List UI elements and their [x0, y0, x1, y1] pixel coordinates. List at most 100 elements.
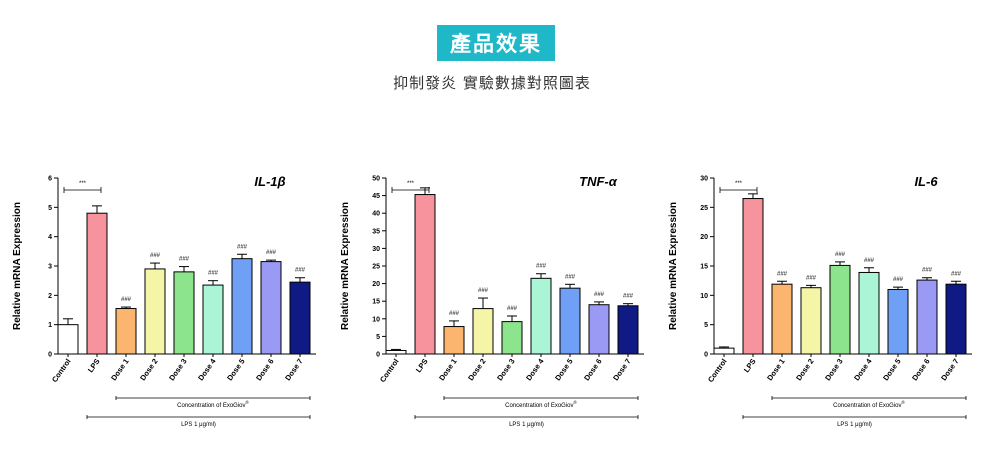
y-tick-label: 4: [48, 234, 52, 241]
y-tick-label: 40: [372, 211, 380, 218]
category-label: Control: [706, 357, 729, 384]
bar: [57, 324, 79, 355]
page-subtitle: 抑制發炎 實驗數據對照圖表: [393, 74, 591, 92]
y-tick-label: 5: [48, 205, 52, 212]
y-tick-label: 20: [700, 234, 708, 241]
significance-label: ###: [266, 250, 277, 256]
significance-label: ###: [922, 268, 933, 274]
y-tick-label: 25: [372, 264, 380, 271]
significance-label: ###: [835, 252, 846, 258]
bar: [443, 326, 465, 355]
y-tick-label: 15: [700, 264, 708, 271]
page-title: 產品效果: [437, 25, 555, 61]
chart-il1b: Relative mRNA Expression 0 1 2 3 4 5 6 IL-1β Cont…: [12, 174, 316, 428]
lps-group-label: LPS 1 μg/ml): [181, 422, 216, 428]
registered-mark: ®: [246, 399, 250, 405]
bar: [617, 305, 639, 355]
significance-label: ###: [121, 297, 132, 303]
bar: [588, 304, 610, 355]
y-tick-label: 0: [376, 352, 380, 359]
category-label: Dose 5: [553, 357, 574, 382]
bar: [887, 288, 909, 355]
category-label: Dose 7: [939, 357, 960, 382]
y-axis-label: Relative mRNA Expression: [340, 202, 351, 330]
y-tick-label: 50: [372, 176, 380, 183]
y-tick-label: 1: [48, 322, 52, 329]
category-label: Dose 2: [138, 357, 159, 382]
bar: [289, 281, 311, 355]
category-label: Dose 7: [283, 357, 304, 382]
chart-title: IL-1β: [254, 174, 285, 189]
y-tick-label: 3: [48, 264, 52, 271]
category-label: Dose 1: [765, 357, 786, 382]
bar: [916, 279, 938, 355]
comparison-label: ***: [735, 181, 743, 187]
significance-label: ###: [150, 253, 161, 259]
lps-group-label: LPS 1 μg/ml): [837, 422, 872, 428]
category-label: Control: [378, 357, 401, 384]
registered-mark: ®: [902, 399, 906, 405]
category-label: Dose 1: [109, 357, 130, 382]
category-label: Dose 4: [196, 356, 218, 382]
y-tick-label: 5: [704, 322, 708, 329]
significance-label: ###: [237, 244, 248, 250]
chart-il6: Relative mRNA Expression 0 5 10 15 20 25 30 IL-6…: [668, 174, 972, 428]
category-label: Dose 2: [794, 357, 815, 382]
bar: [501, 321, 523, 355]
category-label: Dose 4: [852, 356, 874, 382]
bar: [202, 284, 224, 355]
bar: [260, 261, 282, 355]
category-label: Dose 5: [225, 357, 246, 382]
chart-tnfa: Relative mRNA Expression 0 5 10 15 20 25 30 35 40…: [340, 174, 644, 428]
significance-label: ###: [777, 271, 788, 277]
significance-label: ###: [295, 268, 306, 274]
y-tick-label: 25: [700, 205, 708, 212]
category-label: Dose 5: [881, 357, 902, 382]
y-tick-label: 6: [48, 176, 52, 183]
dose-group-label: Concentration of ExoGiov®: [177, 399, 249, 409]
chart-title: TNF-α: [579, 174, 618, 189]
bar: [144, 268, 166, 355]
bar: [771, 283, 793, 355]
bar: [800, 287, 822, 355]
bar: [858, 271, 880, 355]
y-tick-label: 0: [704, 352, 708, 359]
bar: [385, 349, 407, 355]
category-label: Dose 6: [910, 357, 931, 382]
dose-group-label: Concentration of ExoGiov®: [505, 399, 577, 409]
category-label: Dose 2: [466, 357, 487, 382]
significance-label: ###: [806, 275, 817, 281]
category-label: Dose 1: [437, 357, 458, 382]
y-tick-label: 2: [48, 293, 52, 300]
lps-group-label: LPS 1 μg/ml): [509, 422, 544, 428]
y-tick-label: 30: [372, 246, 380, 253]
category-label: Dose 3: [167, 357, 188, 382]
bar: [742, 198, 764, 355]
category-label: Dose 6: [582, 357, 603, 382]
category-label: Control: [50, 357, 73, 384]
category-label: Dose 4: [524, 356, 546, 382]
bar: [414, 194, 436, 355]
significance-label: ###: [507, 306, 518, 312]
y-tick-label: 35: [372, 228, 380, 235]
y-tick-label: 5: [376, 334, 380, 341]
comparison-label: ***: [79, 181, 87, 187]
significance-label: ###: [893, 277, 904, 283]
significance-label: ###: [565, 274, 576, 280]
significance-label: ###: [208, 271, 219, 277]
bar: [86, 212, 108, 355]
significance-label: ###: [478, 288, 489, 294]
bar: [472, 308, 494, 355]
bar: [530, 277, 552, 355]
category-label: Dose 3: [823, 357, 844, 382]
registered-mark: ®: [574, 399, 578, 405]
bar: [173, 271, 195, 355]
chart-title: IL-6: [914, 174, 938, 189]
y-tick-label: 10: [372, 316, 380, 323]
bar: [559, 287, 581, 355]
y-tick-label: 20: [372, 281, 380, 288]
bar: [713, 347, 735, 355]
y-tick-label: 10: [700, 293, 708, 300]
category-label: Dose 6: [254, 357, 275, 382]
significance-label: ###: [864, 258, 875, 264]
